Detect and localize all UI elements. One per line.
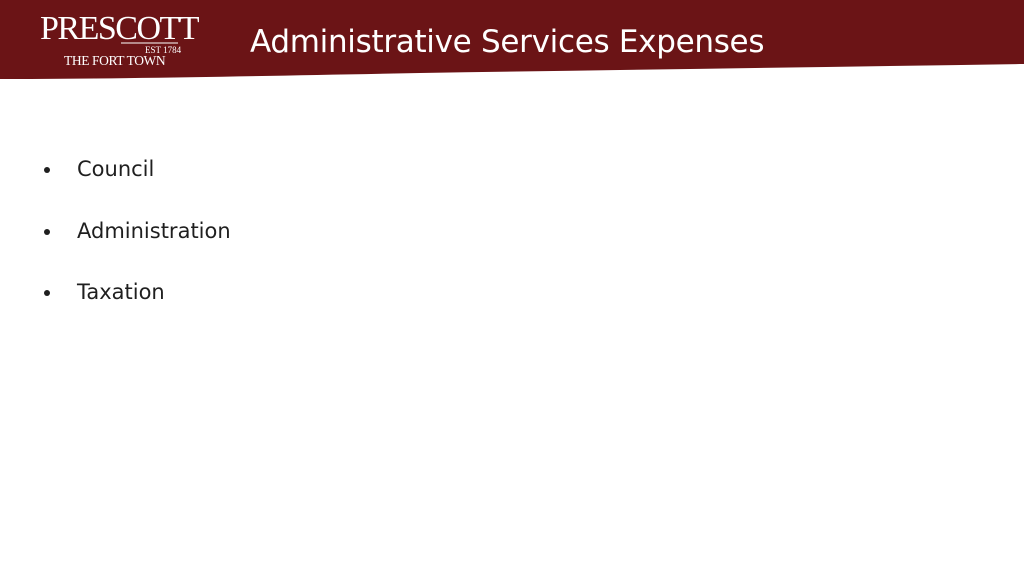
logo-name: PRESCOTT [40, 10, 200, 47]
header-band [0, 0, 1024, 82]
logo-tagline: THE FORT TOWN [64, 53, 166, 68]
bullet-dot-icon [44, 290, 50, 296]
bullet-item-administration: Administration [44, 212, 231, 250]
header-band-shape [0, 0, 1024, 79]
bullet-dot-icon [44, 228, 50, 235]
bullet-label: Council [77, 157, 155, 181]
prescott-logo: PRESCOTT EST 1784 THE FORT TOWN [38, 6, 210, 72]
bullet-list: Council Administration Taxation [44, 150, 231, 335]
logo-established: EST 1784 [145, 45, 182, 55]
bullet-label: Administration [77, 218, 231, 243]
bullet-label: Taxation [77, 280, 165, 304]
bullet-item-taxation: Taxation [44, 273, 231, 311]
bullet-item-council: Council [44, 150, 231, 188]
bullet-dot-icon [44, 167, 50, 173]
slide-title: Administrative Services Expenses [250, 24, 765, 60]
